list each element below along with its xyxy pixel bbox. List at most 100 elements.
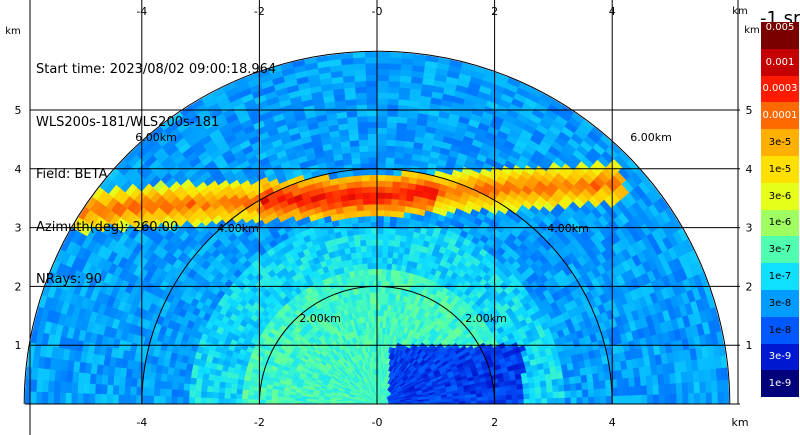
- range-gate: [535, 397, 542, 404]
- range-gate: [391, 180, 401, 188]
- range-gate: [358, 145, 369, 153]
- range-gate: [383, 215, 391, 223]
- range-gate: [599, 387, 607, 397]
- range-gate: [557, 384, 566, 392]
- range-gate: [594, 395, 601, 404]
- range-gate: [359, 150, 369, 158]
- range-gate: [505, 398, 513, 404]
- range-gate: [682, 392, 689, 404]
- range-gate: [376, 186, 385, 193]
- range-gate: [372, 291, 378, 299]
- range-gate: [575, 382, 583, 391]
- range-gate: [357, 133, 369, 141]
- range-gate: [380, 297, 385, 305]
- range-gate: [640, 384, 648, 396]
- range-gate: [499, 394, 507, 401]
- range-gate: [376, 297, 382, 305]
- range-gate: [372, 274, 378, 281]
- range-gate: [369, 209, 378, 217]
- range-gate: [380, 292, 386, 299]
- range-gate: [363, 221, 372, 229]
- range-gate: [616, 377, 624, 388]
- range-gate: [349, 139, 360, 148]
- range-gate: [368, 280, 374, 288]
- range-gate: [376, 197, 385, 205]
- range-gate: [376, 268, 383, 276]
- range-gate: [390, 198, 399, 206]
- range-gate: [380, 274, 387, 282]
- range-gate: [634, 385, 642, 396]
- range-gate: [356, 115, 368, 123]
- range-gate: [366, 103, 378, 111]
- range-gate: [511, 398, 519, 404]
- range-gate: [369, 197, 378, 205]
- range-gate: [372, 286, 378, 293]
- range-gate: [376, 215, 384, 223]
- range-gate: [505, 394, 513, 400]
- range-gate: [385, 268, 392, 276]
- range-gate: [365, 74, 378, 82]
- range-gate: [534, 386, 542, 394]
- range-gate: [396, 210, 405, 219]
- range-gate: [711, 379, 719, 393]
- range-gate: [563, 383, 571, 392]
- range-gate: [366, 250, 373, 258]
- range-gate: [633, 376, 642, 387]
- range-gate: [546, 391, 554, 399]
- range-gate: [394, 145, 405, 153]
- range-gate: [522, 387, 530, 395]
- range-gate: [517, 388, 524, 395]
- range-gate: [370, 239, 378, 246]
- range-gate: [384, 174, 394, 182]
- range-gate: [353, 180, 363, 188]
- range-gate: [385, 145, 396, 153]
- range-gate: [363, 209, 371, 217]
- range-gate: [368, 174, 378, 182]
- range-gate: [393, 239, 401, 248]
- range-gate: [360, 245, 367, 253]
- range-gate: [687, 381, 695, 394]
- range-gate: [376, 115, 388, 123]
- range-gate: [392, 174, 402, 183]
- range-gate: [552, 397, 560, 404]
- range-gate: [368, 156, 378, 164]
- range-gate: [391, 186, 401, 194]
- range-gate: [385, 139, 396, 147]
- range-gate: [393, 157, 404, 165]
- range-gate: [376, 180, 386, 187]
- range-gate: [376, 174, 386, 182]
- range-gate: [493, 395, 501, 401]
- range-gate: [352, 174, 362, 183]
- range-gate: [552, 384, 560, 393]
- range-gate: [376, 127, 387, 134]
- range-gate: [389, 210, 398, 218]
- range-gate: [376, 144, 387, 152]
- range-gate: [365, 86, 378, 93]
- range-gate: [383, 203, 392, 211]
- range-gate: [365, 245, 372, 252]
- range-gate: [564, 396, 572, 404]
- range-gate: [359, 239, 367, 247]
- range-gate: [368, 162, 378, 170]
- range-gate: [529, 392, 536, 399]
- range-gate: [350, 157, 361, 165]
- range-gate: [369, 203, 378, 211]
- range-gate: [351, 222, 359, 230]
- range-gate: [588, 396, 595, 404]
- range-gate: [385, 133, 397, 141]
- range-gate: [388, 233, 396, 241]
- range-gate: [545, 379, 553, 387]
- range-gate: [376, 168, 386, 176]
- range-gate: [371, 244, 378, 252]
- range-gate: [380, 286, 386, 293]
- range-gate: [376, 227, 384, 234]
- range-gate: [370, 221, 378, 229]
- range-gate: [353, 186, 363, 194]
- range-gate: [366, 115, 378, 123]
- range-gate: [364, 68, 378, 76]
- range-gate: [376, 280, 382, 287]
- range-gate: [371, 262, 378, 270]
- range-gate: [391, 257, 398, 265]
- range-gate: [517, 393, 525, 400]
- range-gate: [376, 303, 381, 311]
